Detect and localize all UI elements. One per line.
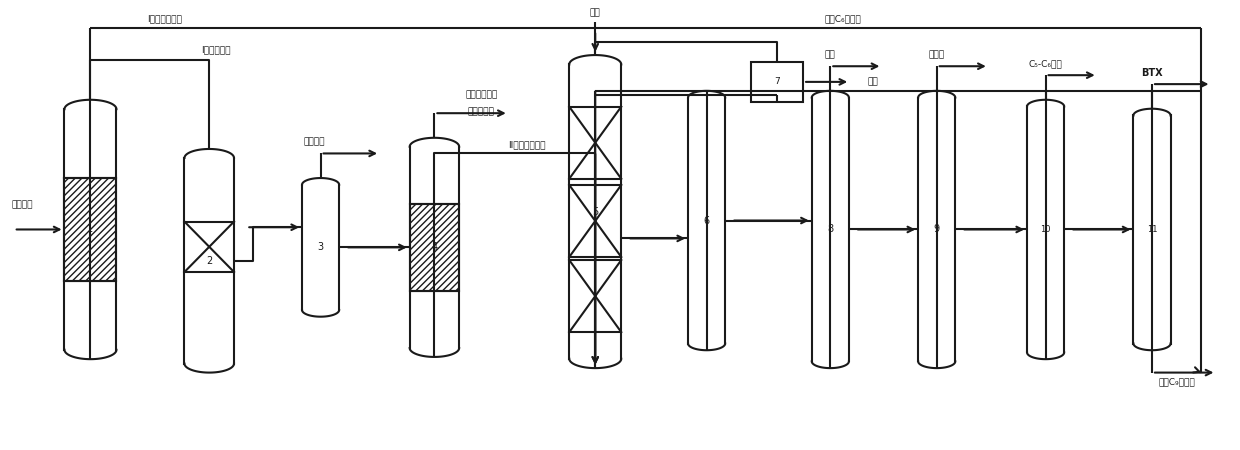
- Polygon shape: [688, 91, 725, 350]
- Polygon shape: [918, 91, 955, 368]
- Text: C₅-C₆轻芳: C₅-C₆轻芳: [1029, 59, 1063, 68]
- Polygon shape: [64, 100, 117, 359]
- Text: 液化气: 液化气: [929, 50, 945, 59]
- Text: 循环C₆重芳烃: 循环C₆重芳烃: [825, 14, 861, 23]
- Text: 7: 7: [774, 77, 780, 86]
- Polygon shape: [812, 91, 849, 368]
- Text: I段重芳烃组分: I段重芳烃组分: [148, 14, 182, 23]
- Text: BTX: BTX: [1141, 68, 1163, 78]
- Text: II段重芳烃组分: II段重芳烃组分: [508, 140, 546, 149]
- Text: 6: 6: [703, 216, 709, 225]
- Polygon shape: [1133, 109, 1171, 350]
- Text: 外甩C₉重芳烃: 外甩C₉重芳烃: [1158, 377, 1195, 386]
- Text: 高氢干气: 高氢干气: [304, 137, 325, 146]
- Text: 9: 9: [934, 225, 940, 234]
- Polygon shape: [409, 203, 459, 291]
- Text: 干气: 干气: [825, 50, 836, 59]
- Text: 油调和组分: 油调和组分: [467, 108, 495, 117]
- Text: 10: 10: [1040, 225, 1050, 234]
- Text: I段裂解组分: I段裂解组分: [201, 45, 231, 54]
- Text: 1: 1: [87, 225, 93, 234]
- Polygon shape: [185, 149, 234, 373]
- Text: 11: 11: [1147, 225, 1157, 234]
- Text: 氢气: 氢气: [868, 77, 878, 86]
- Text: 氢气: 氢气: [590, 8, 600, 17]
- Polygon shape: [409, 138, 459, 357]
- Text: 8: 8: [827, 225, 833, 234]
- Text: 5: 5: [593, 207, 599, 216]
- Polygon shape: [1027, 100, 1064, 359]
- Text: 2: 2: [206, 256, 212, 266]
- Text: 正氢柴油: 正氢柴油: [11, 200, 32, 209]
- Polygon shape: [569, 55, 621, 368]
- Text: 3: 3: [317, 243, 324, 252]
- Text: 4: 4: [432, 243, 438, 252]
- Polygon shape: [303, 178, 340, 317]
- FancyBboxPatch shape: [751, 62, 804, 102]
- Text: 高十六烷值柴: 高十六烷值柴: [465, 91, 497, 100]
- Polygon shape: [64, 178, 117, 281]
